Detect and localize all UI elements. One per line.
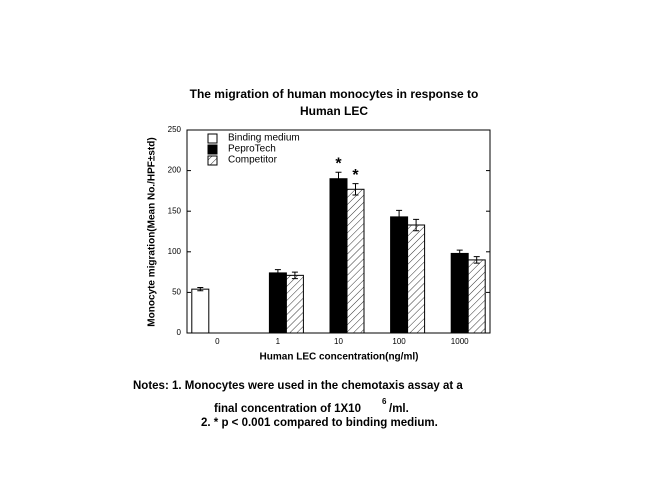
error-bar xyxy=(197,287,204,292)
chart-title: The migration of human monocytes in resp… xyxy=(190,87,479,101)
y-tick-label: 150 xyxy=(168,206,182,215)
y-tick-label: 100 xyxy=(168,247,182,256)
bar xyxy=(285,274,304,334)
annotation: * xyxy=(335,155,342,172)
error-bar xyxy=(413,218,420,232)
x-tick-label: 1000 xyxy=(451,337,469,346)
note: Notes: 1. Monocytes were used in the che… xyxy=(133,380,463,392)
bar xyxy=(390,216,409,334)
legend-swatch xyxy=(207,133,218,144)
legend-label: Binding medium xyxy=(228,133,300,144)
y-axis-label: Monocyte migration(Mean No./HPF±std) xyxy=(147,137,158,326)
error-bar xyxy=(396,209,403,224)
error-bar xyxy=(291,271,298,280)
note-superscript: 6 xyxy=(382,397,387,406)
error-bar xyxy=(335,171,342,186)
legend-label: PeproTech xyxy=(228,144,276,155)
chart-title: Human LEC xyxy=(300,104,368,118)
legend-swatch xyxy=(207,155,218,166)
x-tick-label: 0 xyxy=(215,337,220,346)
bar xyxy=(329,178,348,334)
bar xyxy=(268,272,287,334)
error-bar xyxy=(456,249,463,258)
x-tick-label: 100 xyxy=(392,337,406,346)
annotation: * xyxy=(352,167,359,184)
y-tick-label: 50 xyxy=(172,288,181,297)
bar xyxy=(191,288,210,334)
bar xyxy=(407,224,426,334)
error-bar xyxy=(352,183,359,196)
legend-swatch xyxy=(207,144,218,155)
error-bar xyxy=(473,256,480,264)
legend-label: Competitor xyxy=(228,155,278,166)
note: /ml. xyxy=(389,403,409,415)
bar xyxy=(346,188,365,334)
error-bar xyxy=(274,269,281,277)
bar xyxy=(467,259,486,334)
y-tick-label: 0 xyxy=(177,328,182,337)
y-tick-label: 250 xyxy=(168,125,182,134)
note: 2. * p < 0.001 compared to binding mediu… xyxy=(201,417,438,429)
y-tick-label: 200 xyxy=(168,166,182,175)
x-tick-label: 1 xyxy=(276,337,281,346)
bar xyxy=(450,252,469,334)
x-tick-label: 10 xyxy=(334,337,343,346)
x-axis-label: Human LEC concentration(ng/ml) xyxy=(260,352,419,363)
note: final concentration of 1X10 xyxy=(214,403,361,415)
